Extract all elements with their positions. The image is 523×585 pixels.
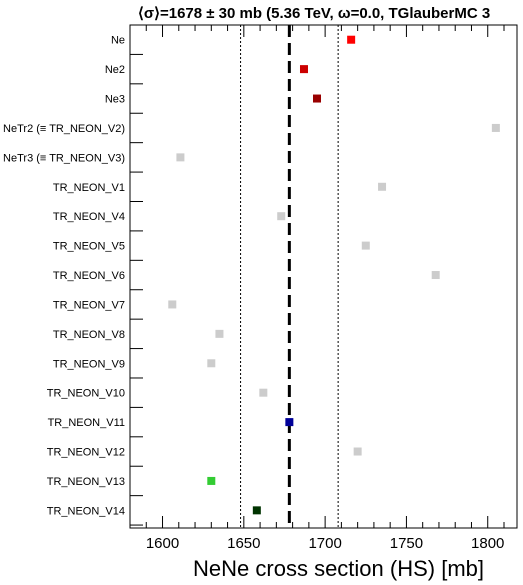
data-point: [207, 476, 216, 485]
category-label: Ne3: [105, 94, 125, 106]
data-point: [299, 65, 308, 74]
x-tick-label: 1700: [308, 535, 341, 552]
category-label: TR_NEON_V6: [53, 270, 125, 282]
plot-frame: [129, 24, 518, 529]
category-labels: Ne Ne2 Ne3 NeTr2 (≡ TR_NEON_V2) NeTr3 (≡ TR_…: [3, 35, 125, 518]
data-point: [312, 94, 321, 103]
data-point: [491, 123, 500, 132]
x-axis-label: NeNe cross section (HS) [mb]: [193, 556, 484, 581]
x-tick-label: 1650: [227, 535, 260, 552]
category-label: TR_NEON_V13: [47, 476, 125, 488]
x-tick-label: 1750: [390, 535, 423, 552]
uncertainty-band: [240, 25, 339, 528]
data-point: [353, 447, 362, 456]
category-label: TR_NEON_V10: [47, 388, 125, 400]
data-point: [215, 329, 224, 338]
data-point: [378, 182, 387, 191]
category-label: TR_NEON_V8: [53, 329, 125, 341]
x-tick-label: 1600: [146, 535, 179, 552]
data-point: [207, 359, 216, 368]
category-label: TR_NEON_V4: [53, 211, 125, 223]
category-label: TR_NEON_V11: [48, 417, 125, 429]
chart-title: ⟨σ⟩=1678 ± 30 mb (5.36 TeV, ω=0.0, TGlau…: [138, 5, 490, 22]
x-tick-label: 1800: [471, 535, 504, 552]
category-label: TR_NEON_V12: [47, 447, 125, 459]
data-point: [176, 153, 185, 162]
data-point: [361, 241, 370, 250]
data-point: [347, 35, 356, 44]
data-point: [259, 388, 268, 397]
data-point: [431, 271, 440, 280]
data-point: [168, 300, 177, 309]
category-ticks: [130, 53, 143, 526]
category-label: TR_NEON_V5: [53, 241, 125, 253]
category-label: Ne2: [105, 64, 125, 76]
data-point: [252, 506, 261, 515]
category-label: Ne: [111, 35, 125, 47]
x-axis: 1600 1650 1700 1750 1800: [129, 25, 505, 552]
category-label: TR_NEON_V1: [53, 182, 125, 194]
data-point: [277, 212, 286, 221]
data-points: [168, 35, 500, 515]
data-point: [285, 418, 294, 427]
category-label: NeTr3 (≡ TR_NEON_V3): [3, 152, 125, 164]
category-label: TR_NEON_V9: [53, 358, 125, 370]
category-label: TR_NEON_V14: [47, 505, 125, 517]
category-label: NeTr2 (≡ TR_NEON_V2): [3, 123, 125, 135]
category-label: TR_NEON_V7: [53, 299, 125, 311]
